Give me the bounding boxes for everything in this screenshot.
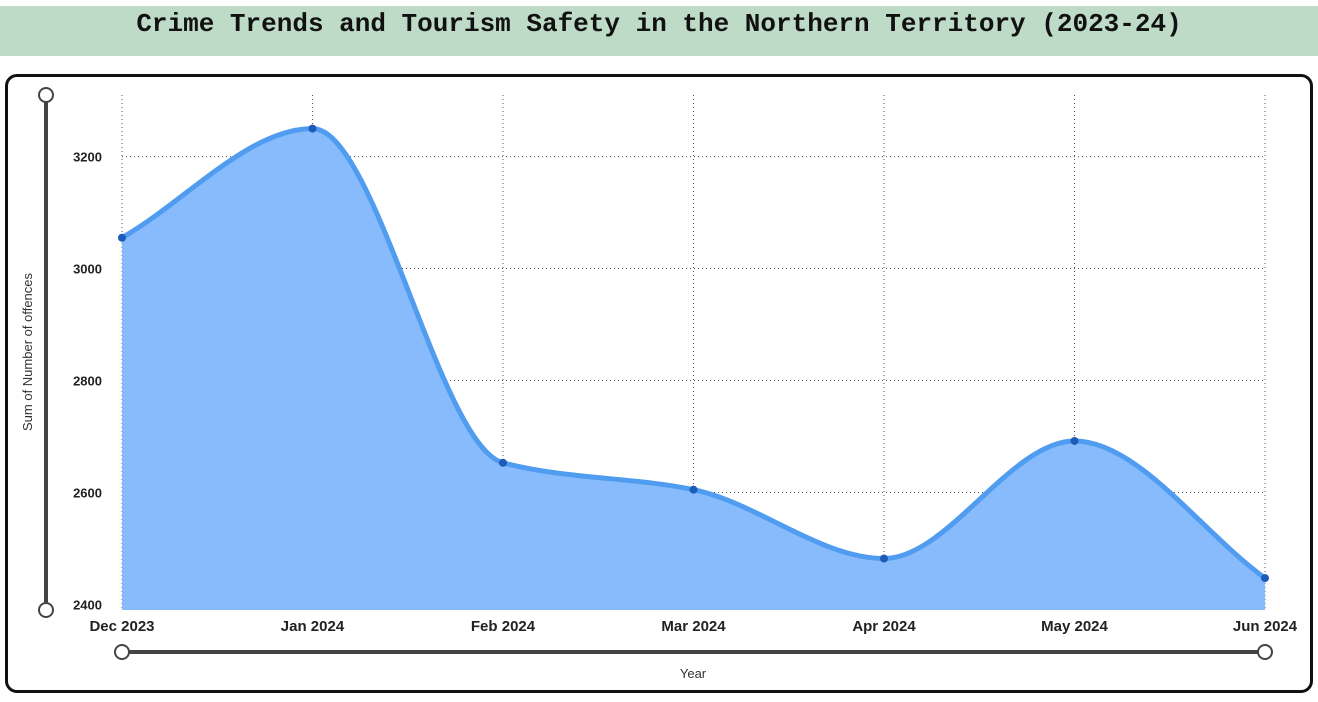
x-tick-label: Mar 2024 — [661, 618, 726, 635]
x-tick-label: Dec 2023 — [89, 618, 154, 635]
x-slider-left-handle[interactable] — [114, 644, 130, 660]
y-axis-ticks: 2400 2600 2800 3000 3200 — [73, 150, 102, 613]
y-slider-top-handle[interactable] — [38, 87, 54, 103]
area-fill — [122, 128, 1265, 610]
data-point[interactable] — [308, 124, 317, 133]
x-axis-ticks: Dec 2023 Jan 2024 Feb 2024 Mar 2024 Apr 2024… — [89, 618, 1297, 635]
y-tick-label: 2800 — [73, 373, 102, 388]
x-tick-label: Feb 2024 — [471, 618, 536, 635]
y-tick-label: 2400 — [73, 597, 102, 612]
y-tick-label: 2600 — [73, 485, 102, 500]
y-tick-label: 3000 — [73, 262, 102, 277]
marker-layer — [118, 124, 1269, 583]
y-slider-bottom-handle[interactable] — [38, 602, 54, 618]
data-point[interactable] — [499, 458, 507, 467]
x-tick-label: May 2024 — [1041, 618, 1108, 635]
chart-title: Crime Trends and Tourism Safety in the N… — [136, 9, 1182, 39]
y-axis-range-slider[interactable] — [38, 87, 54, 618]
area-layer — [119, 126, 1268, 610]
x-tick-label: Apr 2024 — [852, 618, 916, 635]
x-axis-title: Year — [680, 666, 707, 681]
data-point[interactable] — [1070, 436, 1079, 445]
y-axis-title: Sum of Number of offences — [20, 273, 35, 432]
x-axis-range-slider[interactable] — [114, 644, 1273, 660]
y-tick-label: 3200 — [73, 150, 102, 165]
x-slider-right-handle[interactable] — [1257, 644, 1273, 660]
data-point[interactable] — [1261, 574, 1269, 583]
data-point[interactable] — [689, 485, 698, 494]
data-point[interactable] — [880, 554, 888, 563]
data-point[interactable] — [118, 233, 126, 242]
title-bar: Crime Trends and Tourism Safety in the N… — [0, 6, 1318, 56]
x-tick-label: Jan 2024 — [281, 618, 345, 635]
x-tick-label: Jun 2024 — [1233, 618, 1298, 635]
